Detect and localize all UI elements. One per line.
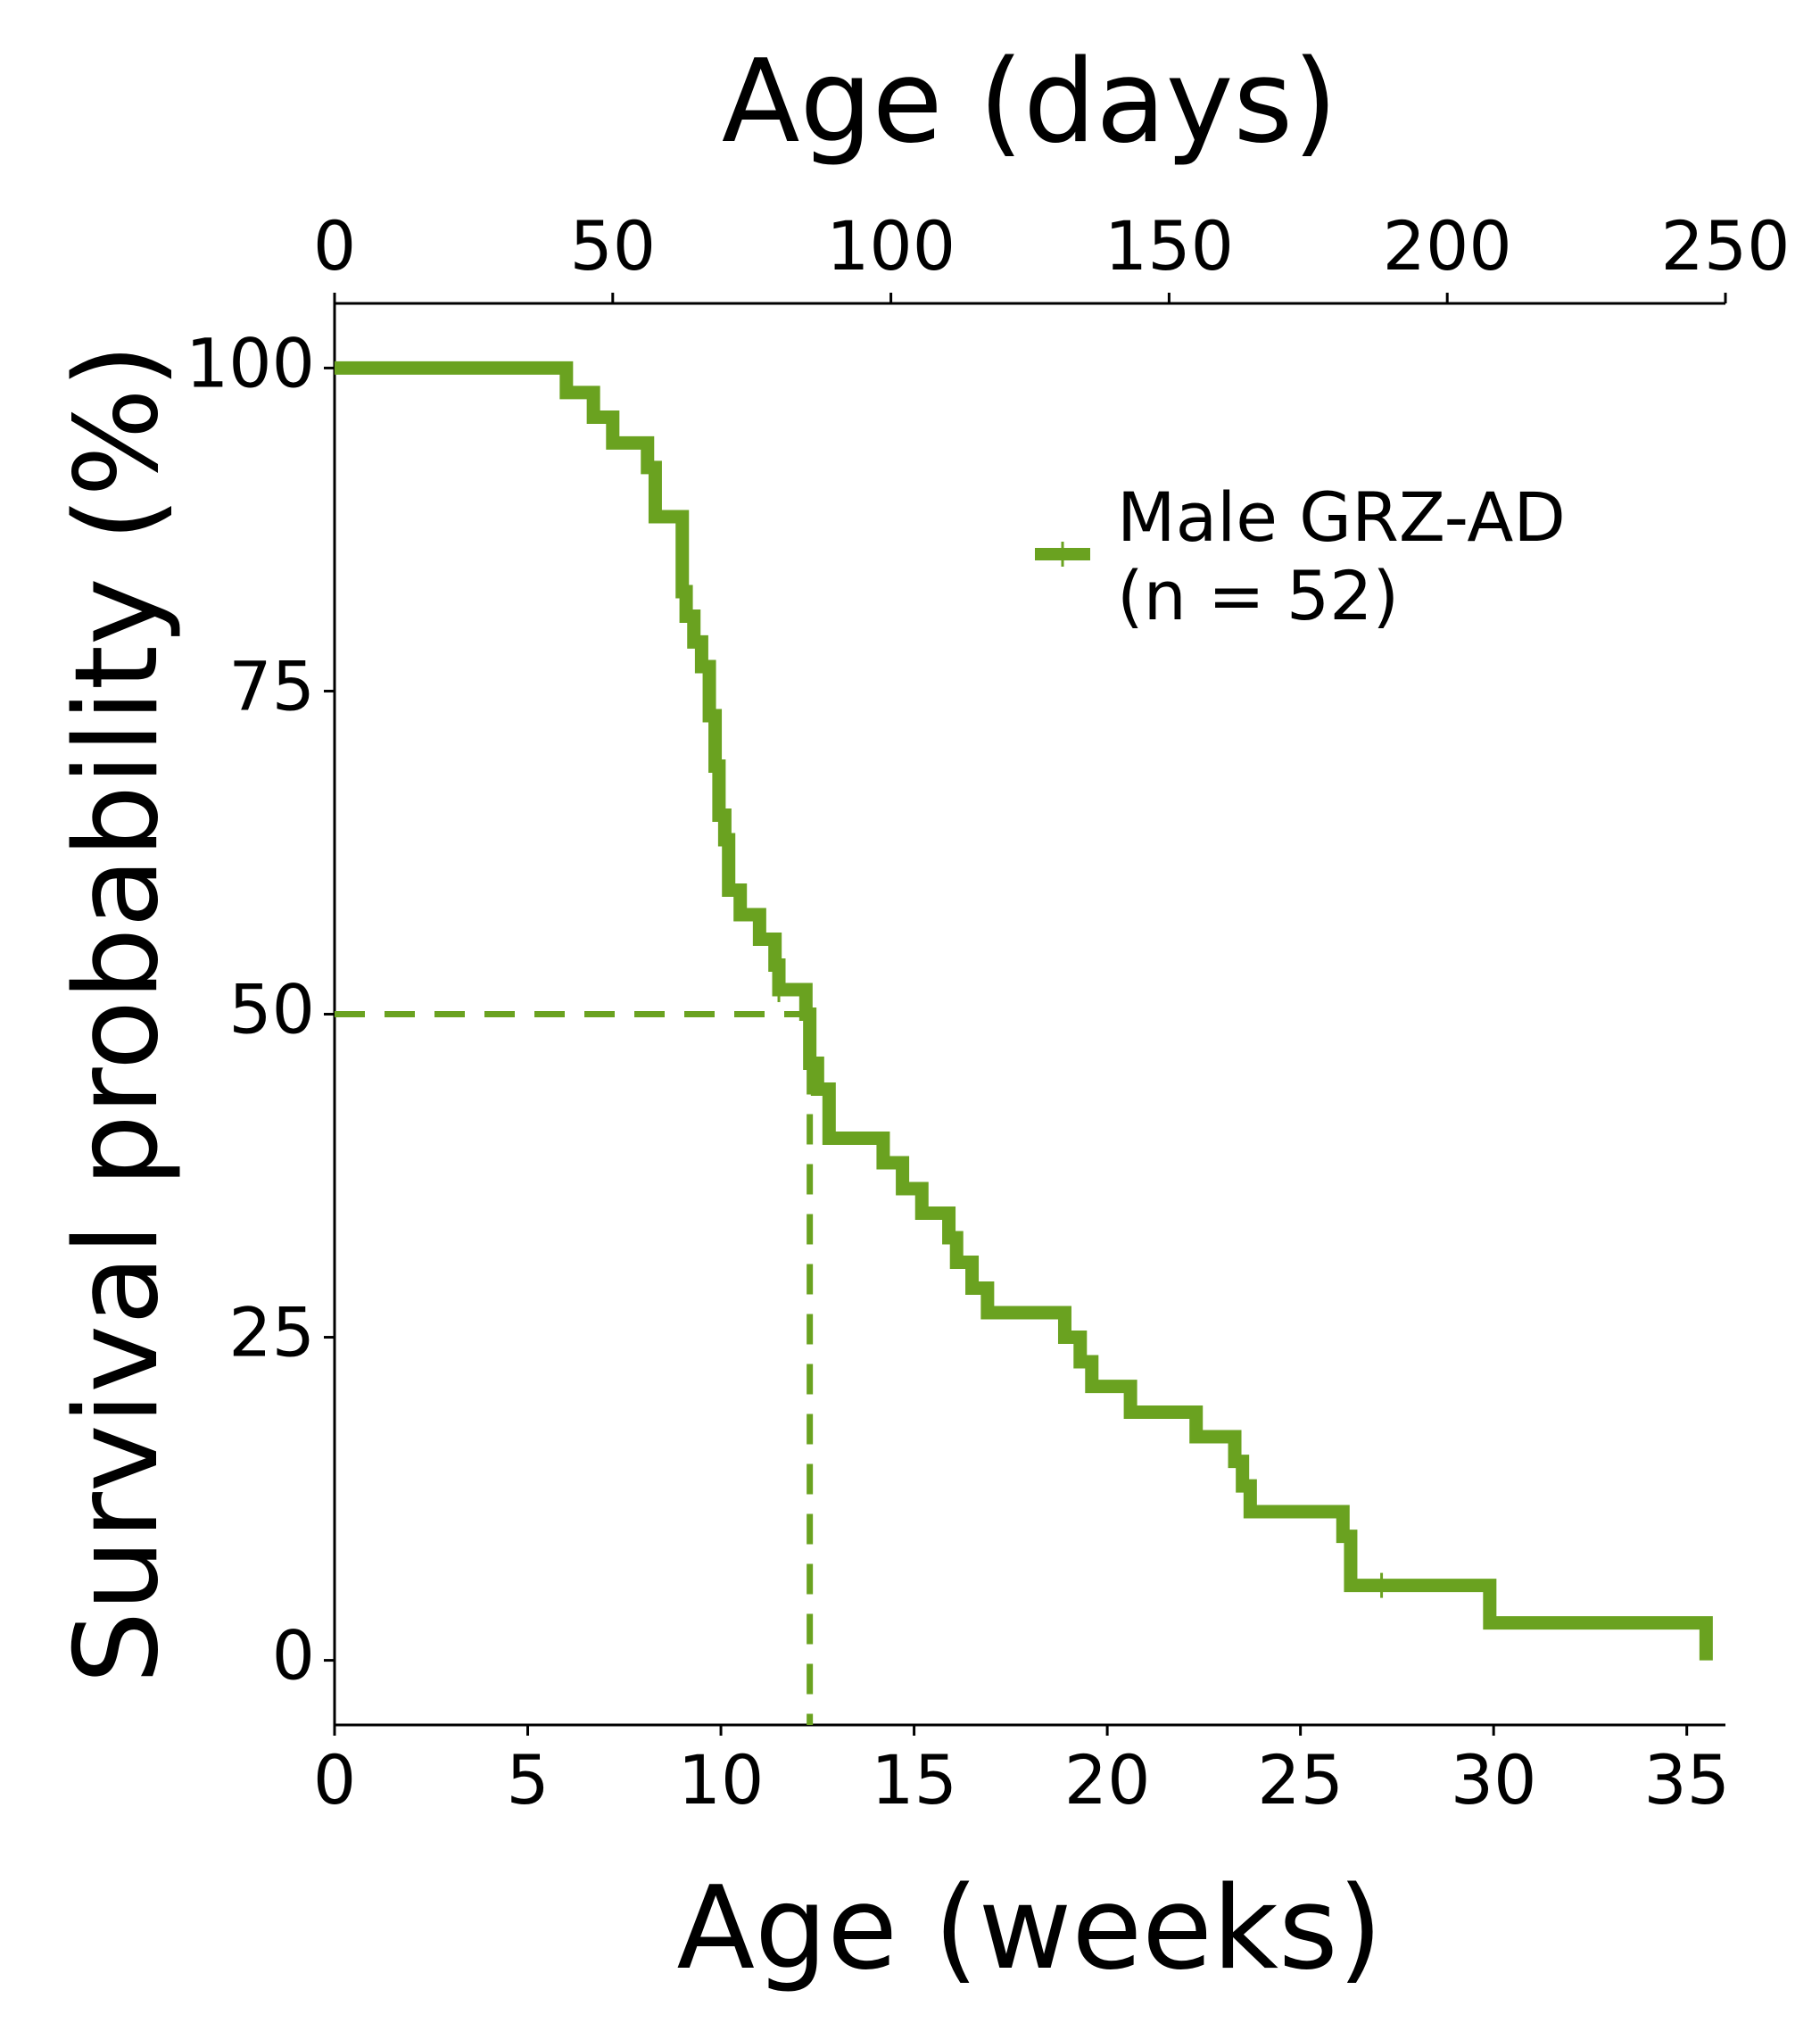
x-tick-label: 0 bbox=[313, 1740, 356, 1820]
survival-step-line bbox=[335, 361, 1713, 1661]
median-lines bbox=[335, 1011, 814, 1725]
x-tick-label: 20 bbox=[1064, 1740, 1151, 1820]
legend-label-line: Male GRZ-AD bbox=[1117, 477, 1566, 557]
x-tick-label: 35 bbox=[1643, 1740, 1730, 1820]
y-ticks: 0 25 50 75 100 bbox=[186, 323, 335, 1696]
survival-curves bbox=[335, 361, 1713, 1661]
x-tick-label: 30 bbox=[1451, 1740, 1537, 1820]
x-tick-label: 5 bbox=[506, 1740, 549, 1820]
legend: Male GRZ-AD (n = 52) bbox=[1035, 477, 1566, 635]
y-axis-title: Survival probability (%) bbox=[51, 344, 184, 1684]
x2-tick-label: 200 bbox=[1383, 206, 1512, 286]
x2-tick-label: 50 bbox=[569, 206, 656, 286]
y-tick-label: 25 bbox=[228, 1293, 315, 1372]
y-tick-label: 75 bbox=[228, 646, 315, 725]
x-tick-label: 15 bbox=[871, 1740, 957, 1820]
x-tick-label: 10 bbox=[678, 1740, 765, 1820]
x2-tick-label: 100 bbox=[826, 206, 956, 286]
x-tick-label: 25 bbox=[1257, 1740, 1344, 1820]
y-tick-label: 100 bbox=[186, 323, 315, 402]
x-axis-title: Age (weeks) bbox=[676, 1862, 1382, 1995]
x2-axis-title: Age (days) bbox=[722, 36, 1337, 169]
x2-ticks: 0 50 100 150 200 250 bbox=[313, 206, 1791, 303]
y-tick-label: 0 bbox=[272, 1616, 315, 1696]
x-ticks: 0 5 10 15 20 25 30 35 bbox=[313, 1725, 1730, 1820]
legend-label-line: (n = 52) bbox=[1117, 556, 1399, 635]
x2-tick-label: 150 bbox=[1104, 206, 1234, 286]
x2-tick-label: 250 bbox=[1660, 206, 1790, 286]
legend-label: Male GRZ-AD (n = 52) bbox=[1117, 477, 1566, 635]
y-tick-label: 50 bbox=[228, 969, 315, 1049]
x2-tick-label: 0 bbox=[313, 206, 356, 286]
